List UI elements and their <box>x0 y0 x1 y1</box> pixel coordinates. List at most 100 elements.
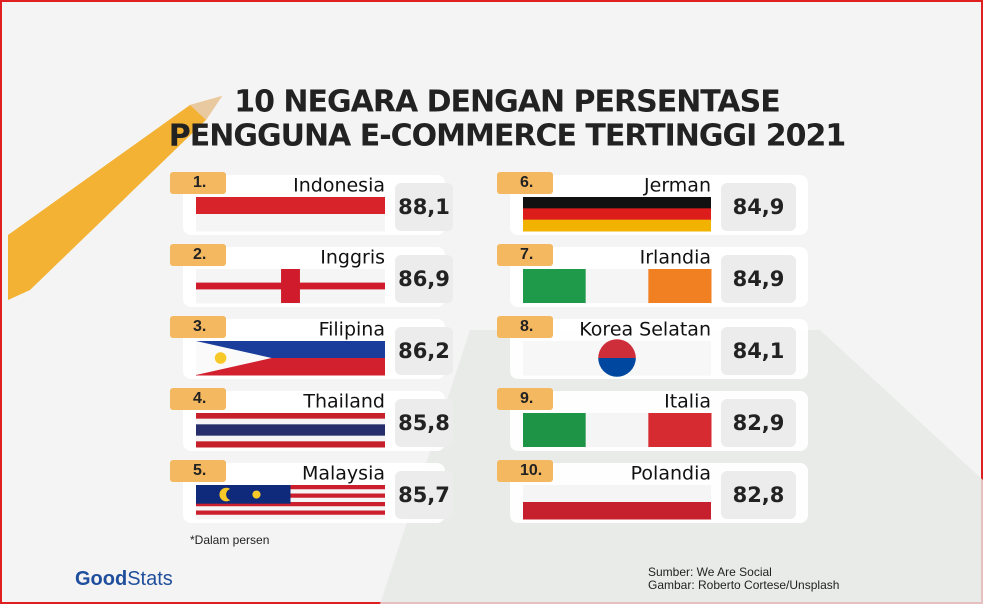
flag-stripe <box>523 197 711 209</box>
flag-stripe <box>523 219 711 232</box>
rank: 1. <box>193 174 206 191</box>
flag <box>196 341 385 376</box>
rank-tag <box>170 244 226 266</box>
value: 82,9 <box>733 411 785 435</box>
flag-part <box>598 358 636 377</box>
rank: 7. <box>520 246 533 263</box>
rank-tag <box>497 316 553 338</box>
country-name: Inggris <box>320 247 385 269</box>
value-box <box>721 399 796 447</box>
country-card: 3. Filipina 86,2 <box>170 316 453 379</box>
rank: 3. <box>193 318 206 335</box>
flag-stripe <box>523 269 587 303</box>
flag-stripe <box>585 413 649 447</box>
country-name: Korea Selatan <box>579 319 711 341</box>
flag <box>196 269 385 304</box>
flag-stripe <box>196 197 385 215</box>
flag-stripe <box>196 435 385 442</box>
value: 84,9 <box>733 195 785 219</box>
title: 10 NEGARA DENGAN PERSENTASE <box>234 85 780 120</box>
country-name: Thailand <box>302 391 385 413</box>
rank-tag <box>170 460 226 482</box>
country-name: Filipina <box>319 319 385 341</box>
value-box <box>721 183 796 231</box>
rank-tag <box>497 460 553 482</box>
pencil-tip <box>190 96 222 120</box>
rank: 2. <box>193 246 206 263</box>
rank: 5. <box>193 462 206 479</box>
value: 86,2 <box>398 339 450 363</box>
rank-tag <box>170 316 226 338</box>
flag-stripe <box>523 208 711 221</box>
flag-stripe <box>196 506 385 511</box>
source: Sumber: We Are Social <box>648 565 772 579</box>
pencil <box>8 96 222 300</box>
flag-part <box>196 341 272 375</box>
flag-stripe <box>196 441 385 448</box>
flag-stripe <box>196 430 385 437</box>
flag-stripe <box>585 269 649 303</box>
flag-stripe <box>523 413 587 447</box>
flag-stripe <box>523 502 711 520</box>
flag-stripe <box>196 502 385 507</box>
value-box <box>395 183 453 231</box>
flag <box>523 485 711 520</box>
rank: 8. <box>520 318 533 335</box>
footnote: *Dalam persen <box>190 533 269 547</box>
country-name: Italia <box>664 391 711 413</box>
rank-tag <box>497 244 553 266</box>
flag-part <box>252 490 261 499</box>
flag <box>523 197 711 232</box>
flag-stripe <box>648 413 712 447</box>
flag-stripe <box>196 418 385 425</box>
value-box <box>721 255 796 303</box>
flag <box>523 269 712 303</box>
value: 85,7 <box>398 483 450 507</box>
country-card: 5. Malaysia 85,7 <box>170 460 453 523</box>
country-card: 1. Indonesia 88,1 <box>170 172 453 235</box>
flag-stripe <box>196 514 385 520</box>
country-card: 9. Italia 82,9 <box>497 388 808 451</box>
flag-stripe <box>196 424 385 431</box>
value: 85,8 <box>398 411 450 435</box>
rank-tag <box>497 388 553 410</box>
country-card: 6. Jerman 84,9 <box>497 172 808 235</box>
flag-part <box>598 339 636 358</box>
rank-tag <box>170 172 226 194</box>
source: Gambar: Roberto Cortese/Unsplash <box>648 578 839 592</box>
flag-part <box>196 485 291 504</box>
logo: GoodStats <box>75 568 173 590</box>
value-box <box>395 255 453 303</box>
flag-part <box>214 352 227 364</box>
rank: 6. <box>520 174 533 191</box>
flag-part <box>226 488 238 501</box>
country-name: Malaysia <box>302 463 385 485</box>
flag-stripe <box>196 510 385 516</box>
rank: 4. <box>193 390 206 407</box>
flag <box>196 485 385 520</box>
rank: 9. <box>520 390 533 407</box>
country-card: 4. Thailand 85,8 <box>170 388 453 451</box>
country-card: 8. Korea Selatan 84,1 <box>497 316 808 379</box>
value: 84,9 <box>733 267 785 291</box>
flag-stripe <box>648 269 712 303</box>
title: PENGGUNA E-COMMERCE TERTINGGI 2021 <box>169 119 845 154</box>
flag-part <box>281 269 300 303</box>
country-name: Indonesia <box>293 175 385 197</box>
flag <box>523 339 711 377</box>
rank-tag <box>497 172 553 194</box>
value-box <box>395 399 453 447</box>
flag <box>523 413 712 447</box>
country-name: Jerman <box>643 175 711 197</box>
flag-stripe <box>196 413 385 420</box>
rank-tag <box>170 388 226 410</box>
value-box <box>721 327 796 375</box>
flag-stripe <box>523 485 711 503</box>
rank: 10. <box>520 462 542 479</box>
flag <box>196 197 385 232</box>
flag <box>196 413 385 448</box>
flag-stripe <box>196 214 385 232</box>
country-name: Irlandia <box>640 247 711 269</box>
country-card: 7. Irlandia 84,9 <box>497 244 808 307</box>
value: 84,1 <box>733 339 785 363</box>
